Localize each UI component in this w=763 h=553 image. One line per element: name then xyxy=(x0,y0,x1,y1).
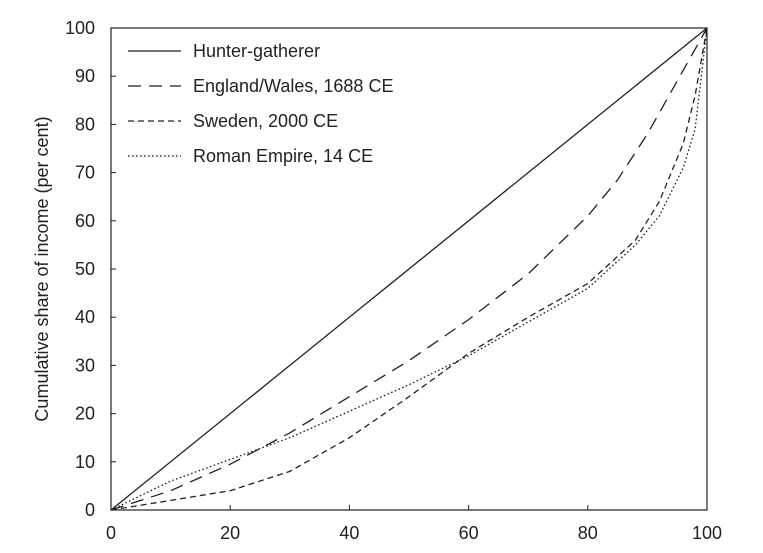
axis-ticks: 0 20 40 60 80 100 0 10 20 30 40 50 60 70 80 90 100 xyxy=(65,18,722,543)
legend-label-4: Roman Empire, 14 CE xyxy=(193,146,373,166)
y-tick-label: 30 xyxy=(75,355,95,375)
x-tick-label: 80 xyxy=(578,523,598,543)
y-tick-label: 60 xyxy=(75,211,95,231)
x-tick-label: 40 xyxy=(339,523,359,543)
y-tick-label: 100 xyxy=(65,18,95,38)
series-line-3 xyxy=(110,27,708,511)
y-tick-label: 40 xyxy=(75,307,95,327)
y-tick-label: 0 xyxy=(85,500,95,520)
series-line-4 xyxy=(110,27,708,511)
y-tick-label: 90 xyxy=(75,66,95,86)
x-tick-label: 60 xyxy=(459,523,479,543)
legend-label-3: Sweden, 2000 CE xyxy=(193,111,338,131)
x-tick-label: 20 xyxy=(220,523,240,543)
x-tick-label: 0 xyxy=(106,523,116,543)
legend: Hunter-gatherer England/Wales, 1688 CE Swe… xyxy=(128,41,393,166)
y-tick-label: 80 xyxy=(75,114,95,134)
series-line-1 xyxy=(110,27,708,511)
x-tick-label: 100 xyxy=(692,523,722,543)
y-tick-label: 20 xyxy=(75,404,95,424)
y-tick-label: 10 xyxy=(75,452,95,472)
series-lines xyxy=(110,27,708,511)
y-tick-label: 50 xyxy=(75,259,95,279)
legend-label-2: England/Wales, 1688 CE xyxy=(193,76,393,96)
series-line-2 xyxy=(110,27,708,511)
legend-label-1: Hunter-gatherer xyxy=(193,41,320,61)
y-axis-label: Cumulative share of income (per cent) xyxy=(32,116,52,421)
y-tick-label: 70 xyxy=(75,163,95,183)
